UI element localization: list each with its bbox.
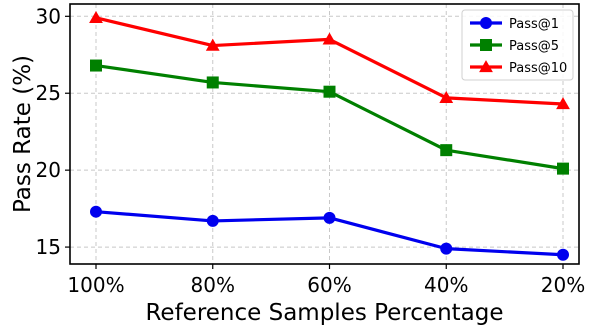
- legend-label: Pass@5: [509, 39, 559, 54]
- data-point: [556, 97, 570, 110]
- y-tick-label: 20: [36, 158, 61, 182]
- legend: Pass@1 Pass@5 Pass@10: [461, 9, 574, 81]
- data-point: [205, 38, 220, 51]
- y-tick-label: 25: [36, 81, 61, 105]
- data-point: [206, 214, 219, 227]
- plot-frame: [69, 3, 580, 265]
- legend-marker: [480, 17, 492, 29]
- series-layer: [89, 10, 570, 261]
- x-axis-label: Reference Samples Percentage: [145, 300, 503, 326]
- data-point: [323, 85, 336, 98]
- series-pass-5: [90, 59, 569, 175]
- data-point: [440, 242, 453, 255]
- x-tick-label: 100%: [67, 273, 124, 297]
- legend-label: Pass@1: [509, 17, 559, 32]
- y-tick-label: 30: [36, 4, 61, 28]
- data-point: [90, 59, 102, 72]
- data-point: [557, 248, 569, 261]
- data-point: [323, 211, 336, 224]
- legend-marker: [480, 39, 492, 51]
- legend-label: Pass@10: [509, 61, 567, 76]
- data-point: [439, 90, 454, 104]
- data-point: [206, 76, 219, 89]
- x-tick-label: 60%: [307, 273, 351, 297]
- x-tick-label: 80%: [191, 273, 235, 297]
- x-tick-label: 40%: [424, 273, 468, 297]
- y-axis-label: Pass Rate (%): [10, 55, 36, 213]
- legend-item: Pass@5: [470, 39, 559, 54]
- axis-ticks: 100% 80% 60% 40% 20% 15 20 25 30: [36, 4, 586, 297]
- y-tick-label: 15: [36, 235, 61, 259]
- legend-marker: [479, 60, 493, 73]
- legend-item: Pass@1: [470, 17, 559, 32]
- data-point: [440, 144, 453, 157]
- data-point: [322, 32, 337, 45]
- data-point: [89, 10, 103, 24]
- data-point: [90, 205, 102, 218]
- legend-item: Pass@10: [470, 60, 567, 76]
- series-pass-10: [89, 10, 570, 110]
- data-point: [557, 162, 569, 175]
- series-pass-1: [90, 205, 569, 261]
- x-tick-label: 20%: [541, 273, 585, 297]
